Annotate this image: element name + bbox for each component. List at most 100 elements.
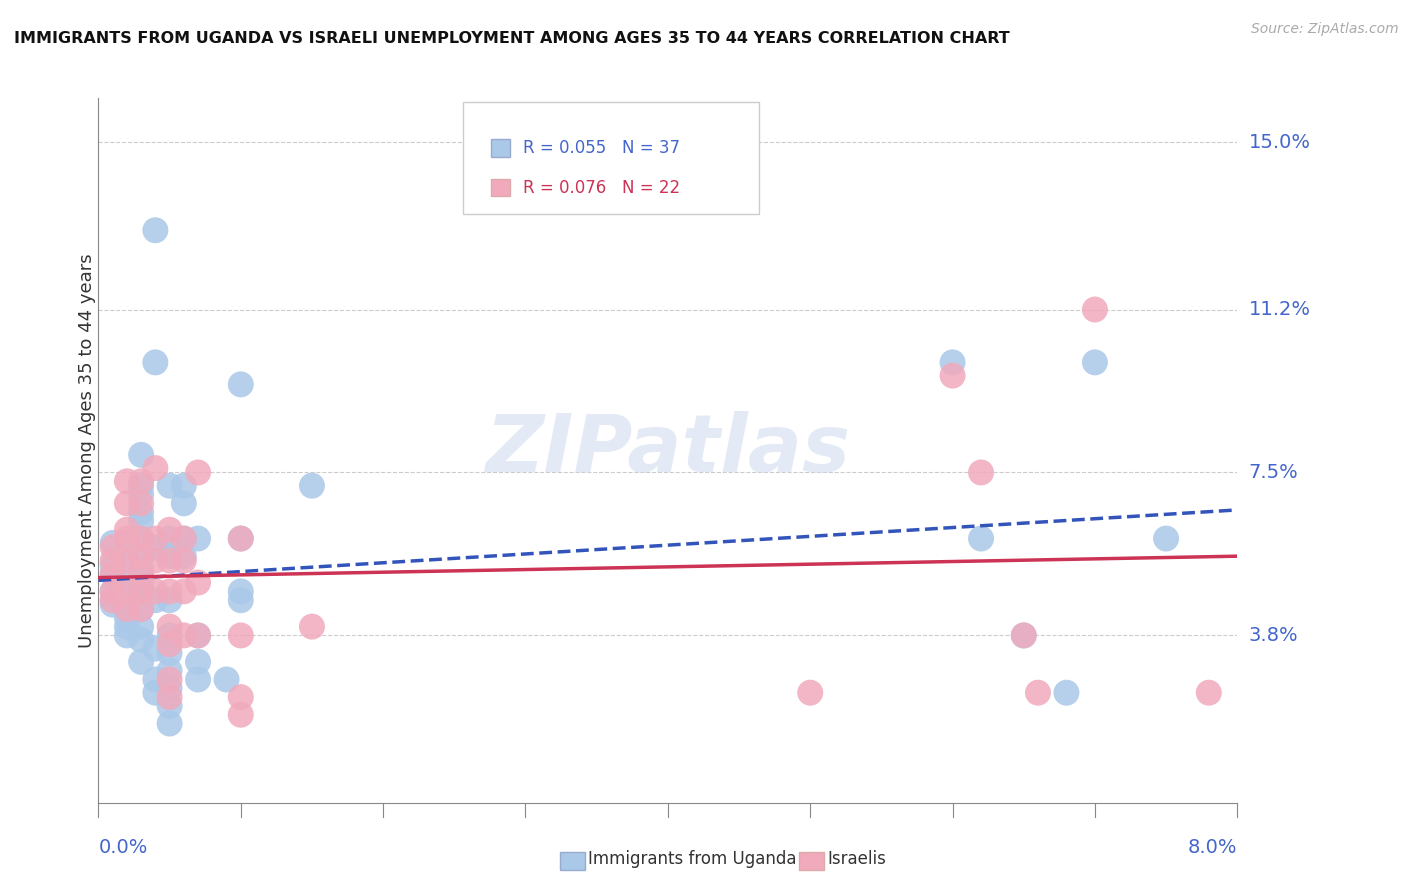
Point <box>129 619 152 633</box>
Point <box>129 549 152 564</box>
Text: 15.0%: 15.0% <box>1249 133 1310 152</box>
Point <box>115 611 138 625</box>
Text: 3.8%: 3.8% <box>1249 626 1298 645</box>
Point <box>159 673 181 687</box>
Point <box>115 536 138 550</box>
Point <box>101 566 124 581</box>
Point <box>942 368 965 383</box>
Point <box>101 536 124 550</box>
Point <box>145 541 167 555</box>
Point <box>159 690 181 705</box>
Point <box>229 707 252 722</box>
Point <box>1084 355 1107 369</box>
Point <box>101 558 124 572</box>
Point <box>1084 302 1107 317</box>
Point <box>129 584 152 599</box>
Point <box>129 487 152 501</box>
FancyBboxPatch shape <box>799 852 824 870</box>
Point <box>187 655 209 669</box>
Point <box>145 355 167 369</box>
Point <box>101 593 124 607</box>
Point <box>115 584 138 599</box>
Point <box>159 532 181 546</box>
Point <box>129 602 152 616</box>
Point <box>229 690 252 705</box>
Point <box>173 628 195 642</box>
Point <box>173 584 195 599</box>
Point <box>145 686 167 700</box>
Point <box>159 646 181 660</box>
Text: R = 0.055   N = 37: R = 0.055 N = 37 <box>523 139 681 157</box>
Point <box>173 496 195 510</box>
Point <box>159 478 181 492</box>
Point <box>301 478 323 492</box>
Point <box>1026 686 1049 700</box>
Point <box>159 628 181 642</box>
Point <box>173 549 195 564</box>
Point <box>229 628 252 642</box>
Text: 11.2%: 11.2% <box>1249 300 1310 319</box>
Point <box>115 553 138 567</box>
Point <box>159 698 181 713</box>
Point <box>159 549 181 564</box>
Point <box>159 637 181 651</box>
Point <box>129 575 152 590</box>
Point <box>115 589 138 603</box>
Point <box>129 514 152 528</box>
Point <box>129 448 152 462</box>
Text: 7.5%: 7.5% <box>1249 463 1298 482</box>
Point <box>229 593 252 607</box>
FancyBboxPatch shape <box>560 852 585 870</box>
Point <box>145 641 167 656</box>
Point <box>115 575 138 590</box>
Point <box>115 523 138 537</box>
Point <box>1198 686 1220 700</box>
Text: R = 0.076   N = 22: R = 0.076 N = 22 <box>523 178 681 196</box>
FancyBboxPatch shape <box>491 178 510 196</box>
Point <box>159 523 181 537</box>
Point <box>145 532 167 546</box>
Point <box>229 584 252 599</box>
Point <box>115 496 138 510</box>
FancyBboxPatch shape <box>463 102 759 214</box>
Point <box>215 673 238 687</box>
Point <box>173 532 195 546</box>
Point <box>159 584 181 599</box>
Point <box>173 478 195 492</box>
Point <box>159 716 181 731</box>
Point <box>115 475 138 489</box>
Point <box>970 532 993 546</box>
Point <box>129 566 152 581</box>
Point <box>115 602 138 616</box>
Point <box>159 553 181 567</box>
Point <box>942 355 965 369</box>
Point <box>115 532 138 546</box>
Point <box>229 532 252 546</box>
Text: 8.0%: 8.0% <box>1188 838 1237 857</box>
Point <box>129 584 152 599</box>
Point <box>229 532 252 546</box>
Text: Source: ZipAtlas.com: Source: ZipAtlas.com <box>1251 22 1399 37</box>
Point <box>159 681 181 696</box>
Point <box>129 478 152 492</box>
Point <box>115 598 138 612</box>
Point <box>145 593 167 607</box>
Y-axis label: Unemployment Among Ages 35 to 44 years: Unemployment Among Ages 35 to 44 years <box>79 253 96 648</box>
Point <box>187 532 209 546</box>
Point <box>187 628 209 642</box>
Point <box>187 628 209 642</box>
Point <box>173 532 195 546</box>
Text: ZIPatlas: ZIPatlas <box>485 411 851 490</box>
Point <box>159 664 181 678</box>
Point <box>187 575 209 590</box>
Point <box>115 628 138 642</box>
Point <box>129 562 152 576</box>
Point <box>101 593 124 607</box>
Point <box>129 655 152 669</box>
Point <box>187 466 209 480</box>
Point <box>129 532 152 546</box>
Point <box>1012 628 1035 642</box>
Point <box>101 566 124 581</box>
Point <box>1154 532 1177 546</box>
Point <box>229 377 252 392</box>
